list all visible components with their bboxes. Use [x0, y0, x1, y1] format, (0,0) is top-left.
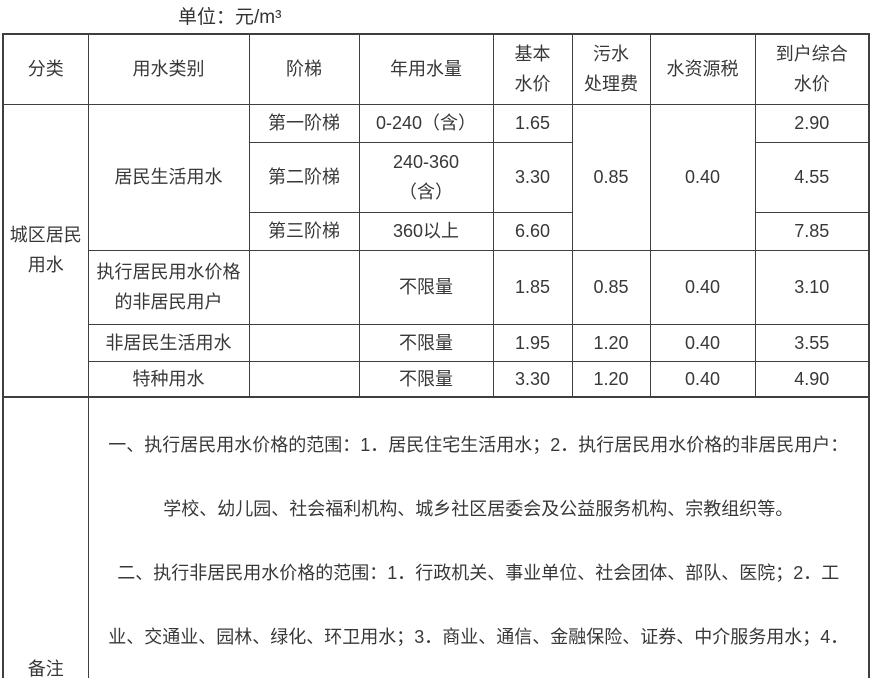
cell-comp-2: 4.55	[754, 141, 870, 213]
remarks-row: 备注 一、执行居民用水价格的范围：1．居民住宅生活用水；2．执行居民用水价格的非…	[2, 396, 870, 678]
remarks-cell: 一、执行居民用水价格的范围：1．居民住宅生活用水；2．执行居民用水价格的非居民用…	[87, 396, 870, 678]
cell-comp-1: 2.90	[754, 103, 870, 143]
cell-comp-3: 7.85	[754, 211, 870, 251]
table-row: 第三阶梯 360以上 6.60 7.85	[3, 211, 870, 251]
cell-nrrp-type: 执行居民用水价格 的非居民用户	[87, 249, 250, 325]
header-row: 分类 用水类别 阶梯 年用水量 基本 水价 污水 处理费 水资源税 到户综合 水…	[2, 33, 870, 105]
cell-usage-2: 240-360 （含）	[358, 141, 494, 213]
cell-nrrp-comp: 3.10	[754, 249, 870, 325]
cell-nr-tax: 0.40	[649, 323, 756, 362]
cell-special-base: 3.30	[492, 360, 573, 398]
cell-special-tax: 0.40	[649, 360, 756, 398]
cell-nr-base: 1.95	[492, 323, 573, 362]
table-row: 特种用水 不限量 3.30 1.20 0.40 4.90	[3, 360, 870, 398]
cell-nr-comp: 3.55	[754, 323, 870, 362]
cell-special-comp: 4.90	[754, 360, 870, 398]
header-resource-tax: 水资源税	[649, 33, 756, 105]
cell-nrrp-usage: 不限量	[358, 249, 494, 325]
table-row: 非居民生活用水 不限量 1.95 1.20 0.40 3.55	[3, 323, 870, 362]
cell-residential-tax: 0.40	[649, 103, 756, 251]
header-category: 分类	[2, 33, 89, 105]
cell-base-3: 6.60	[492, 211, 573, 251]
cell-special-usage: 不限量	[358, 360, 494, 398]
cell-usage-3: 360以上	[358, 211, 494, 251]
cell-usage-1: 0-240（含）	[358, 103, 494, 143]
cell-residential-type: 居民生活用水	[87, 103, 250, 251]
cell-nrrp-tax: 0.40	[649, 249, 756, 325]
table-row: 城区居民 用水 居民生活用水 第一阶梯 0-240（含） 1.65 0.85 0…	[2, 103, 870, 398]
cell-nrrp-sewage: 0.85	[571, 249, 651, 325]
cell-nr-sewage: 1.20	[571, 323, 651, 362]
header-annual-usage: 年用水量	[358, 33, 494, 105]
cell-tier-3: 第三阶梯	[248, 211, 360, 251]
table-row: 第二阶梯 240-360 （含） 3.30 4.55	[3, 141, 870, 213]
water-price-table: 分类 用水类别 阶梯 年用水量 基本 水价 污水 处理费 水资源税 到户综合 水…	[2, 33, 870, 678]
cell-nrrp-tier	[248, 249, 360, 325]
remark-line: 一、执行居民用水价格的范围：1．居民住宅生活用水；2．执行居民用水价格的非居民用…	[108, 435, 849, 455]
cell-category: 城区居民 用水	[2, 103, 89, 398]
remark-line: 学校、幼儿园、社会福利机构、城乡社区居委会及公益服务机构、宗教组织等。	[163, 499, 794, 519]
header-comprehensive-price: 到户综合 水价	[754, 33, 870, 105]
header-tier: 阶梯	[248, 33, 360, 105]
cell-nr-type: 非居民生活用水	[87, 323, 250, 362]
cell-tier-2: 第二阶梯	[248, 141, 360, 213]
remarks-label: 备注	[2, 396, 89, 678]
header-water-type: 用水类别	[87, 33, 250, 105]
remark-line: 业、交通业、园林、绿化、环卫用水；3．商业、通信、金融保险、证券、中介服务用水；…	[108, 627, 849, 647]
cell-residential-sewage: 0.85	[571, 103, 651, 251]
table-row: 执行居民用水价格 的非居民用户 不限量 1.85 0.85 0.40 3.10	[3, 249, 870, 325]
cell-special-type: 特种用水	[87, 360, 250, 398]
cell-nrrp-base: 1.85	[492, 249, 573, 325]
header-sewage-fee: 污水 处理费	[571, 33, 651, 105]
cell-tier-1: 第一阶梯	[248, 103, 360, 143]
remark-line: 二、执行非居民用水价格的范围：1．行政机关、事业单位、社会团体、部队、医院；2．…	[117, 563, 840, 583]
cell-base-1: 1.65	[492, 103, 573, 143]
cell-special-tier	[248, 360, 360, 398]
header-base-price: 基本 水价	[492, 33, 573, 105]
cell-special-sewage: 1.20	[571, 360, 651, 398]
cell-base-2: 3.30	[492, 141, 573, 213]
unit-label: 单位：元/m³	[178, 7, 282, 28]
cell-nr-tier	[248, 323, 360, 362]
cell-nr-usage: 不限量	[358, 323, 494, 362]
